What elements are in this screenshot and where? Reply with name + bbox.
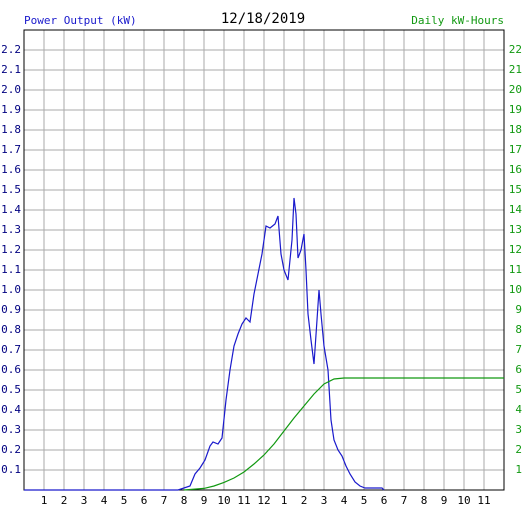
y-tick-label: 0.3 (1, 423, 21, 436)
y-tick-label: 1.3 (1, 223, 21, 236)
y2-tick-label: 12 (509, 243, 522, 256)
x-tick-label: 12 (257, 494, 270, 507)
x-tick-label: 8 (181, 494, 188, 507)
y2-tick-label: 17 (509, 143, 522, 156)
y2-tick-label: 4 (515, 403, 522, 416)
x-tick-label: 9 (441, 494, 448, 507)
y-tick-label: 1.4 (1, 203, 21, 216)
x-tick-label: 6 (141, 494, 148, 507)
line-series (183, 377, 504, 491)
chart-title: 12/18/2019 (221, 11, 305, 27)
y2-tick-label: 14 (509, 203, 523, 216)
y2-tick-label: 8 (515, 323, 522, 336)
x-tick-label: 7 (161, 494, 168, 507)
y-tick-label: 1.5 (1, 183, 21, 196)
x-tick-label: 1 (41, 494, 48, 507)
y2-tick-label: 20 (509, 83, 522, 96)
y-tick-label: 2.1 (1, 63, 21, 76)
y-tick-label: 0.4 (1, 403, 21, 416)
y2-tick-label: 19 (509, 103, 522, 116)
x-tick-label: 11 (237, 494, 250, 507)
y-tick-label: 1.7 (1, 143, 21, 156)
y-tick-label: 2.0 (1, 83, 21, 96)
y-tick-label: 1.2 (1, 243, 21, 256)
x-tick-label: 3 (321, 494, 328, 507)
x-tick-label: 8 (421, 494, 428, 507)
y2-tick-label: 9 (515, 303, 522, 316)
x-tick-label: 5 (361, 494, 368, 507)
x-tick-label: 10 (217, 494, 230, 507)
y-axis-label: Power Output (kW) (24, 14, 137, 27)
y2-axis-label: Daily kW-Hours (411, 14, 504, 27)
y2-tick-label: 10 (509, 283, 522, 296)
y-tick-label: 1.6 (1, 163, 21, 176)
x-tick-label: 9 (201, 494, 208, 507)
y2-tick-label: 1 (515, 463, 522, 476)
x-tick-label: 4 (341, 494, 348, 507)
y-tick-label: 1.9 (1, 103, 21, 116)
y-tick-label: 1.0 (1, 283, 21, 296)
y2-tick-label: 15 (509, 183, 522, 196)
y-tick-label: 2.2 (1, 43, 21, 56)
y2-tick-label: 18 (509, 123, 522, 136)
plot-border (23, 29, 505, 491)
line-series (24, 197, 385, 491)
y2-tick-label: 16 (509, 163, 522, 176)
y2-tick-label: 21 (509, 63, 522, 76)
y-tick-label: 0.7 (1, 343, 21, 356)
y2-tick-label: 11 (509, 263, 522, 276)
x-tick-label: 2 (301, 494, 308, 507)
y-tick-label: 0.9 (1, 303, 21, 316)
y-tick-label: 1.8 (1, 123, 21, 136)
x-tick-label: 11 (477, 494, 490, 507)
y-tick-label: 1.1 (1, 263, 21, 276)
x-tick-label: 3 (81, 494, 88, 507)
y2-tick-label: 7 (515, 343, 522, 356)
x-tick-label: 2 (61, 494, 68, 507)
y2-tick-label: 6 (515, 363, 522, 376)
y2-tick-label: 3 (515, 423, 522, 436)
x-tick-label: 10 (457, 494, 470, 507)
y-tick-label: 0.5 (1, 383, 21, 396)
x-tick-label: 5 (121, 494, 128, 507)
y2-tick-label: 13 (509, 223, 522, 236)
y2-tick-label: 22 (509, 43, 522, 56)
x-tick-label: 4 (101, 494, 108, 507)
y-tick-label: 0.6 (1, 363, 21, 376)
y-tick-label: 0.8 (1, 323, 21, 336)
y2-tick-label: 5 (515, 383, 522, 396)
x-tick-label: 1 (281, 494, 288, 507)
x-tick-label: 7 (401, 494, 408, 507)
y-tick-label: 0.2 (1, 443, 21, 456)
x-tick-label: 6 (381, 494, 388, 507)
y-tick-label: 0.1 (1, 463, 21, 476)
y2-tick-label: 2 (515, 443, 522, 456)
